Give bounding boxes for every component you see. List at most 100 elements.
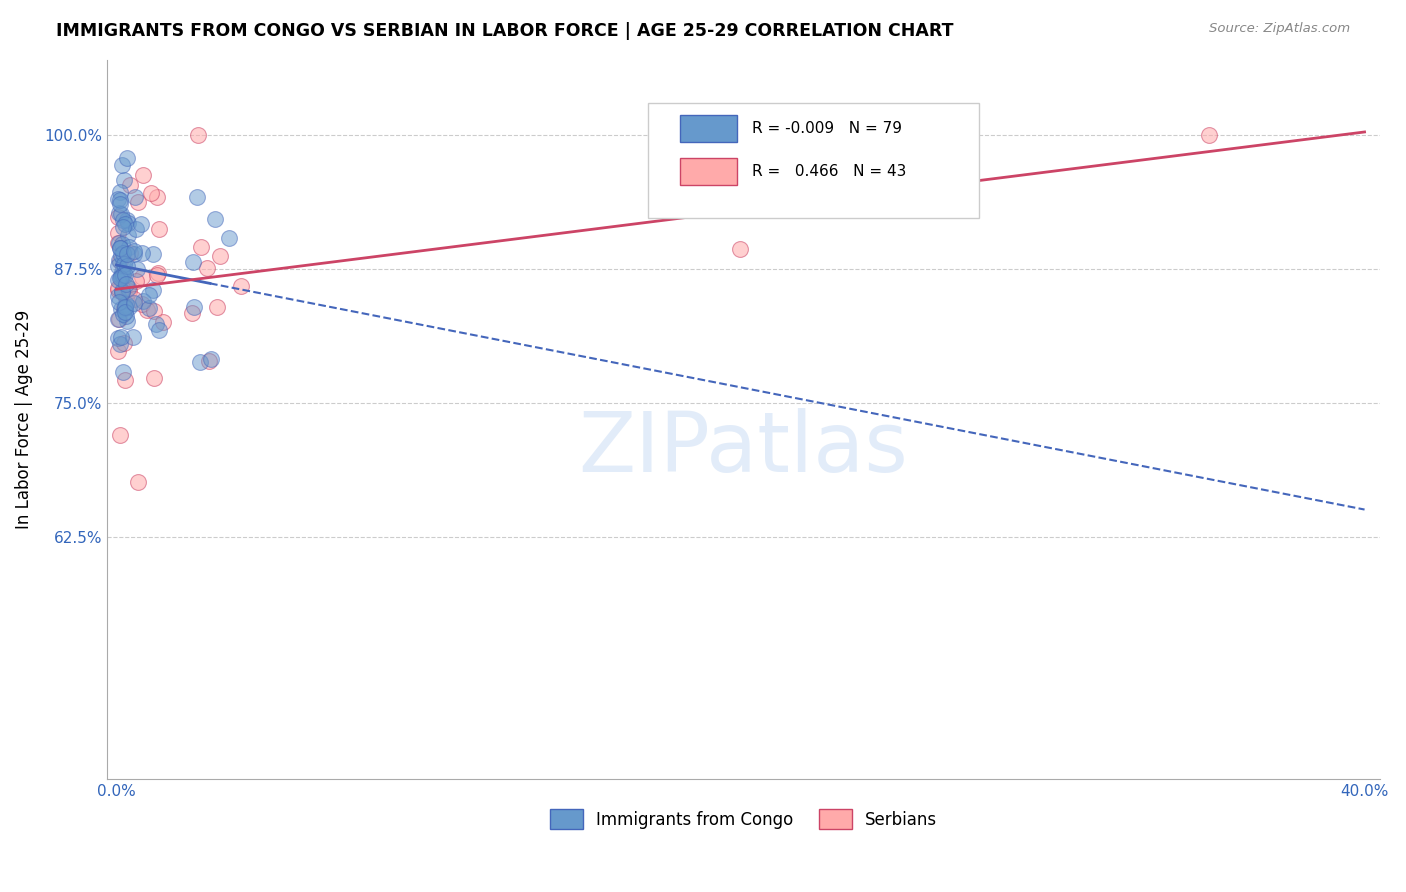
Point: [118, 245, 141, 260]
Point: [110, 302, 132, 317]
Point: [122, 247, 145, 261]
Point: [107, 253, 129, 268]
Point: [117, 300, 139, 314]
Point: [112, 301, 135, 316]
Point: [118, 284, 141, 298]
Point: [107, 227, 129, 241]
Point: [131, 270, 153, 285]
Point: [114, 300, 136, 314]
Point: [108, 197, 131, 211]
Point: [107, 312, 129, 326]
Bar: [681, 158, 737, 186]
Point: [117, 217, 139, 231]
Point: [107, 312, 129, 326]
Point: [114, 304, 136, 318]
Point: [195, 261, 218, 276]
Text: R = -0.009   N = 79: R = -0.009 N = 79: [752, 121, 903, 136]
Text: Source: ZipAtlas.com: Source: ZipAtlas.com: [1209, 22, 1350, 36]
Point: [730, 242, 752, 256]
Point: [115, 291, 138, 305]
Text: ZIPatlas: ZIPatlas: [579, 408, 908, 489]
Point: [114, 217, 136, 231]
Point: [121, 330, 143, 344]
Point: [145, 317, 167, 331]
Point: [111, 265, 134, 279]
Point: [122, 296, 145, 310]
Point: [114, 373, 136, 387]
Point: [111, 220, 134, 235]
Point: [122, 244, 145, 258]
Point: [152, 315, 174, 329]
Point: [129, 217, 152, 231]
Point: [112, 257, 135, 271]
Point: [138, 301, 160, 315]
Point: [190, 355, 212, 369]
Point: [142, 283, 165, 297]
Point: [187, 128, 209, 142]
Point: [115, 213, 138, 227]
Point: [108, 241, 131, 255]
Point: [114, 268, 136, 283]
Point: [110, 285, 132, 300]
Point: [108, 336, 131, 351]
Point: [110, 270, 132, 285]
Point: [183, 300, 205, 314]
Point: [112, 172, 135, 186]
Text: R =   0.466   N = 43: R = 0.466 N = 43: [752, 164, 907, 179]
Point: [142, 246, 165, 260]
Point: [112, 253, 135, 268]
Point: [115, 151, 138, 165]
Point: [148, 222, 170, 236]
Point: [107, 236, 129, 251]
Point: [117, 280, 139, 294]
Point: [110, 248, 132, 262]
Point: [110, 330, 132, 344]
Point: [112, 335, 135, 350]
Point: [118, 240, 141, 254]
Point: [114, 301, 136, 315]
Point: [107, 273, 129, 287]
Point: [139, 186, 162, 201]
Point: [115, 259, 138, 273]
Point: [110, 241, 132, 255]
Point: [108, 193, 131, 207]
Point: [132, 169, 155, 183]
Point: [107, 236, 129, 251]
Point: [118, 178, 141, 193]
Point: [107, 344, 129, 359]
Point: [229, 278, 252, 293]
Point: [111, 307, 134, 321]
Point: [218, 231, 240, 245]
Point: [197, 354, 219, 368]
Point: [146, 268, 169, 282]
Point: [146, 189, 169, 203]
Y-axis label: In Labor Force | Age 25-29: In Labor Force | Age 25-29: [15, 310, 32, 529]
Point: [136, 302, 159, 317]
Point: [111, 245, 134, 260]
Point: [107, 288, 129, 302]
Point: [131, 245, 153, 260]
Point: [110, 269, 132, 284]
Point: [111, 213, 134, 227]
Point: [108, 253, 131, 268]
Point: [181, 255, 204, 269]
Point: [108, 427, 131, 442]
Point: [111, 237, 134, 252]
Point: [207, 300, 229, 314]
Point: [110, 268, 132, 282]
Point: [125, 274, 148, 288]
Point: [132, 294, 155, 309]
Point: [200, 352, 222, 367]
Point: [115, 246, 138, 260]
Point: [110, 206, 132, 220]
Point: [180, 306, 202, 320]
Point: [127, 194, 149, 209]
Point: [107, 281, 129, 295]
Point: [108, 294, 131, 309]
Point: [148, 323, 170, 337]
Point: [138, 288, 160, 302]
Point: [204, 211, 226, 226]
Point: [131, 296, 153, 310]
Legend: Immigrants from Congo, Serbians: Immigrants from Congo, Serbians: [543, 803, 943, 835]
Point: [142, 304, 165, 318]
